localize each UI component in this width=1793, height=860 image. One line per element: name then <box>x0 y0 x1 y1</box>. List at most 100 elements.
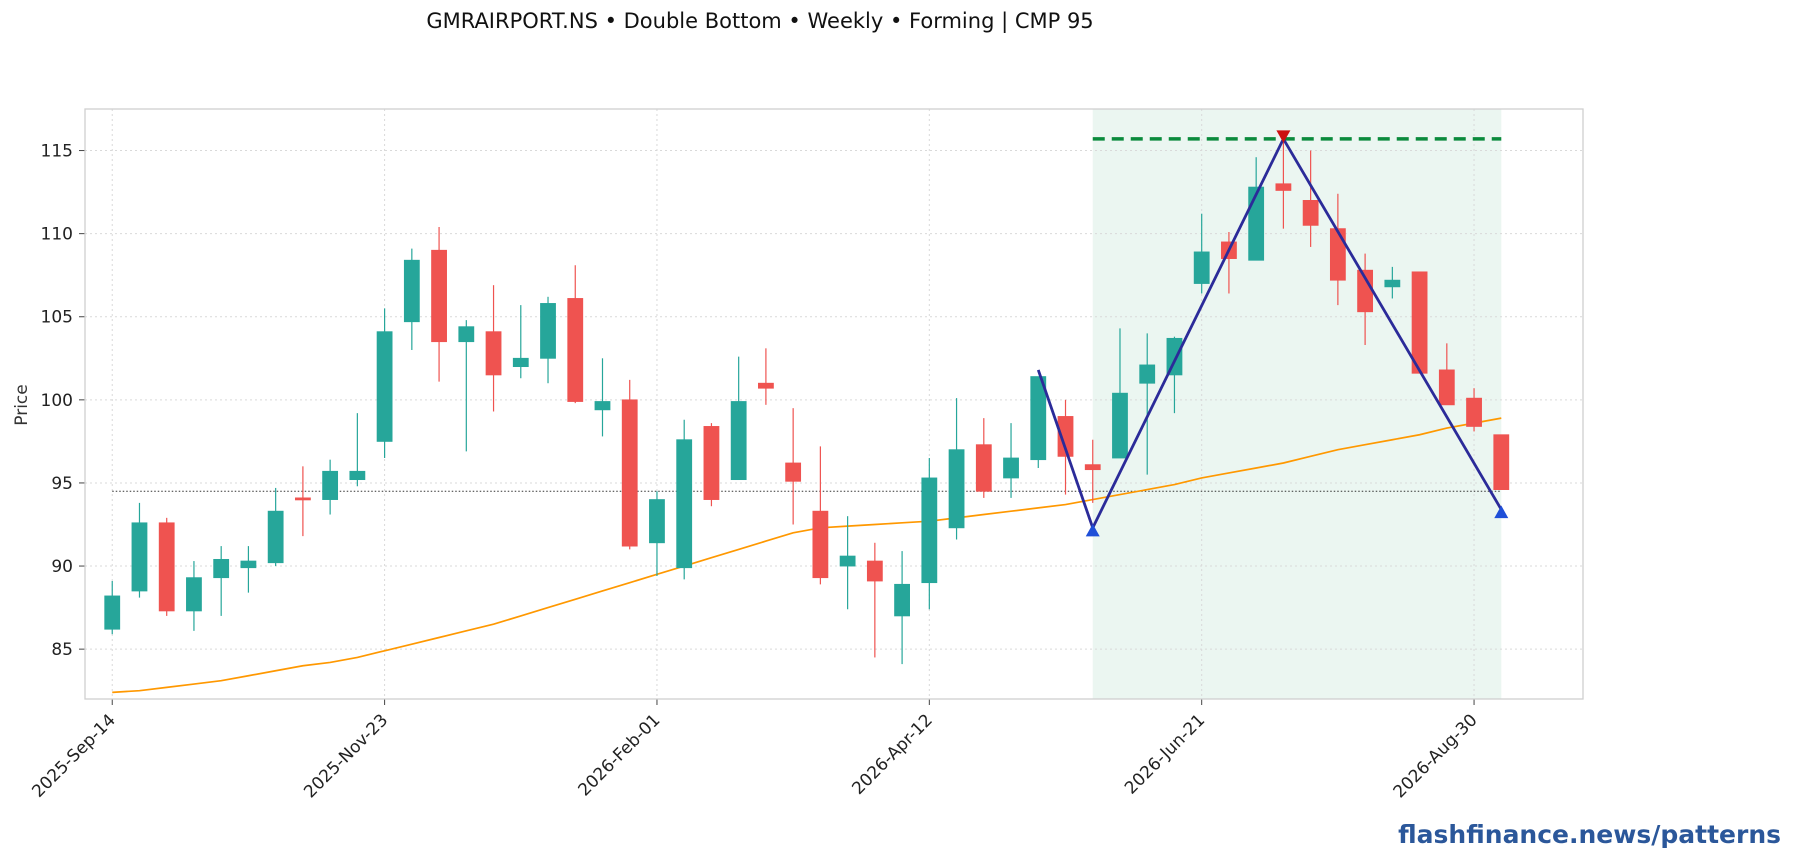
candle-body <box>1302 200 1319 226</box>
candle <box>1030 376 1047 468</box>
candle-body <box>785 462 802 482</box>
candle-body <box>349 470 366 481</box>
y-tick-label: 110 <box>41 225 73 245</box>
candle-body <box>131 522 148 592</box>
candle <box>1493 434 1510 490</box>
x-tick-label: 2025-Nov-23 <box>300 710 392 802</box>
candle-body <box>1248 186 1265 261</box>
y-tick-label: 100 <box>41 391 73 411</box>
candle <box>1084 439 1101 503</box>
plot-frame <box>84 108 1584 700</box>
candle <box>1438 343 1455 406</box>
candle-body <box>1493 434 1510 490</box>
candle-body <box>104 595 121 630</box>
candle-body <box>485 331 502 376</box>
pattern-line <box>1036 135 1503 532</box>
bottom-marker <box>1085 523 1100 537</box>
footer-link[interactable]: flashfinance.news/patterns <box>1398 820 1781 849</box>
candle-body <box>1193 251 1210 284</box>
candle <box>812 446 829 585</box>
candle <box>703 423 720 507</box>
x-tick-label: 2026-Apr-12 <box>848 710 936 798</box>
candle <box>186 561 202 631</box>
candle <box>676 419 693 580</box>
candle-body <box>431 249 447 343</box>
candle-body <box>703 426 720 500</box>
candle-body <box>649 499 665 544</box>
x-tick-label: 2026-Feb-01 <box>575 710 665 800</box>
candle <box>485 285 502 412</box>
candle <box>267 487 284 567</box>
candle <box>1112 328 1128 459</box>
candle <box>540 296 556 384</box>
candle <box>567 265 584 404</box>
candle-body <box>921 477 938 584</box>
y-tick-label: 105 <box>41 308 73 328</box>
candle <box>1329 193 1346 306</box>
candle <box>866 542 883 658</box>
x-tick-label: 2026-Jun-21 <box>1121 710 1209 798</box>
pattern-region <box>1092 109 1502 699</box>
candle-body <box>1384 279 1401 288</box>
candle <box>894 551 910 665</box>
y-tick-label: 85 <box>51 640 73 660</box>
y-tick-label: 95 <box>51 474 73 494</box>
candle-body <box>758 382 774 389</box>
candle-body <box>621 399 638 547</box>
candle-body <box>240 560 257 569</box>
candle-body <box>1438 369 1455 406</box>
candle-body <box>158 522 175 612</box>
candle-body <box>1466 397 1482 427</box>
candle-body <box>730 401 747 481</box>
candle-body <box>1003 457 1019 479</box>
bottom-marker <box>1494 505 1509 519</box>
candle <box>158 517 175 616</box>
candle <box>294 466 311 537</box>
candle <box>1193 213 1210 294</box>
candle <box>458 320 475 452</box>
candle <box>921 458 938 610</box>
candle-body <box>186 577 202 612</box>
candle-body <box>594 401 611 411</box>
candle-body <box>1112 392 1128 459</box>
candle-body <box>812 510 829 579</box>
candle <box>403 248 420 350</box>
candle-body <box>975 444 992 492</box>
candle <box>1275 133 1292 229</box>
candle-body <box>866 560 883 582</box>
candle-body <box>1057 416 1074 457</box>
candle <box>376 308 393 459</box>
candle-body <box>403 259 420 323</box>
candle <box>594 358 611 437</box>
candle <box>1411 271 1428 374</box>
candle <box>730 356 747 481</box>
candle <box>1139 333 1156 475</box>
candle-body <box>1030 376 1047 461</box>
candle <box>758 348 774 405</box>
candle <box>621 379 638 550</box>
y-axis-label: Price <box>12 384 32 425</box>
plot-area: flashfinance.news8590951001051101152025-… <box>28 108 1584 802</box>
candle <box>1384 266 1401 299</box>
candle <box>649 491 665 577</box>
candle <box>349 413 366 487</box>
candle <box>1302 150 1319 247</box>
candle-body <box>894 583 910 617</box>
candle-body <box>1084 464 1101 471</box>
candle-body <box>540 303 556 359</box>
candle-body <box>1411 271 1428 374</box>
y-tick-label: 115 <box>41 142 73 162</box>
candle <box>131 502 148 598</box>
candle-body <box>294 497 311 501</box>
chart-title: GMRAIRPORT.NS • Double Bottom • Weekly •… <box>426 9 1093 34</box>
candle <box>948 398 965 540</box>
candle-body <box>458 326 475 343</box>
candle <box>104 581 121 635</box>
candle <box>975 418 992 498</box>
candle-body <box>567 298 584 402</box>
candle <box>785 408 802 525</box>
candle <box>322 459 339 515</box>
candle-body <box>1275 183 1292 191</box>
x-tick-label: 2026-Aug-30 <box>1390 710 1482 802</box>
